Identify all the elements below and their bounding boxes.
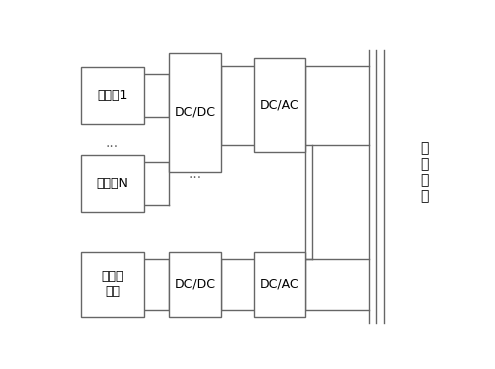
Text: 锂电池1: 锂电池1 [98, 89, 128, 102]
Bar [81, 67, 145, 124]
Text: DC/DC: DC/DC [175, 278, 216, 291]
Text: ···: ··· [189, 171, 201, 185]
Bar [253, 58, 305, 152]
Text: DC/DC: DC/DC [175, 106, 216, 119]
Bar [253, 252, 305, 317]
Bar [81, 155, 145, 212]
Bar [169, 252, 221, 317]
Text: 交
流
母
线: 交 流 母 线 [420, 141, 429, 203]
Bar [81, 252, 145, 317]
Bar [169, 53, 221, 172]
Text: ···: ··· [106, 139, 119, 154]
Text: 锂电池N: 锂电池N [97, 177, 129, 190]
Text: DC/AC: DC/AC [260, 99, 299, 112]
Text: DC/AC: DC/AC [260, 278, 299, 291]
Text: 超级电
容器: 超级电 容器 [101, 270, 124, 299]
